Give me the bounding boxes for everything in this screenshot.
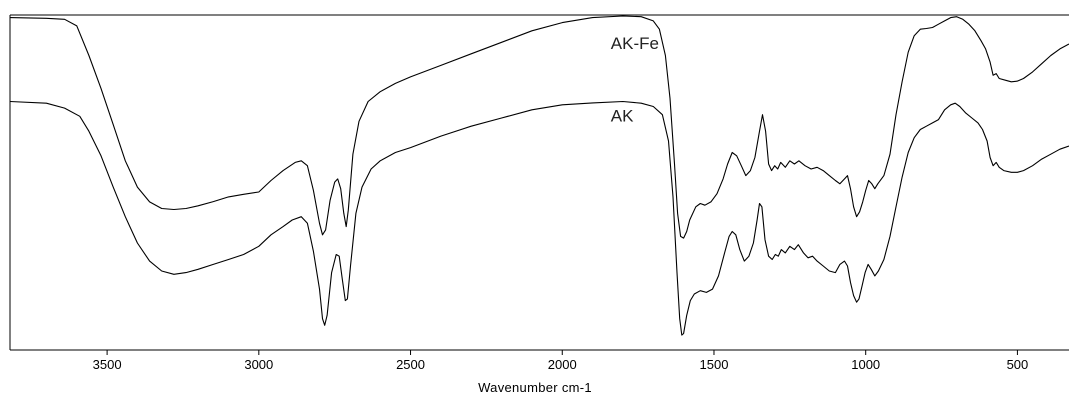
series-line-ak-fe xyxy=(9,15,1069,239)
x-axis-title: Wavenumber cm-1 xyxy=(478,380,592,395)
x-tick-label-2500: 2500 xyxy=(396,357,425,372)
x-tick-label-3000: 3000 xyxy=(244,357,273,372)
x-tick-label-1500: 1500 xyxy=(700,357,729,372)
x-tick-label-2000: 2000 xyxy=(548,357,577,372)
series-layer xyxy=(9,15,1069,336)
x-axis: 3500 3000 2500 2000 1500 1000 500 xyxy=(93,350,1029,372)
x-tick-label-500: 500 xyxy=(1007,357,1029,372)
x-tick-label-3500: 3500 xyxy=(93,357,122,372)
series-label-layer: AK-Fe AK xyxy=(611,34,659,125)
x-tick-label-1000: 1000 xyxy=(851,357,880,372)
series-label-ak: AK xyxy=(611,106,634,125)
series-line-ak xyxy=(9,100,1069,336)
series-label-ak-fe: AK-Fe xyxy=(611,34,659,53)
plot-frame xyxy=(9,14,1069,351)
